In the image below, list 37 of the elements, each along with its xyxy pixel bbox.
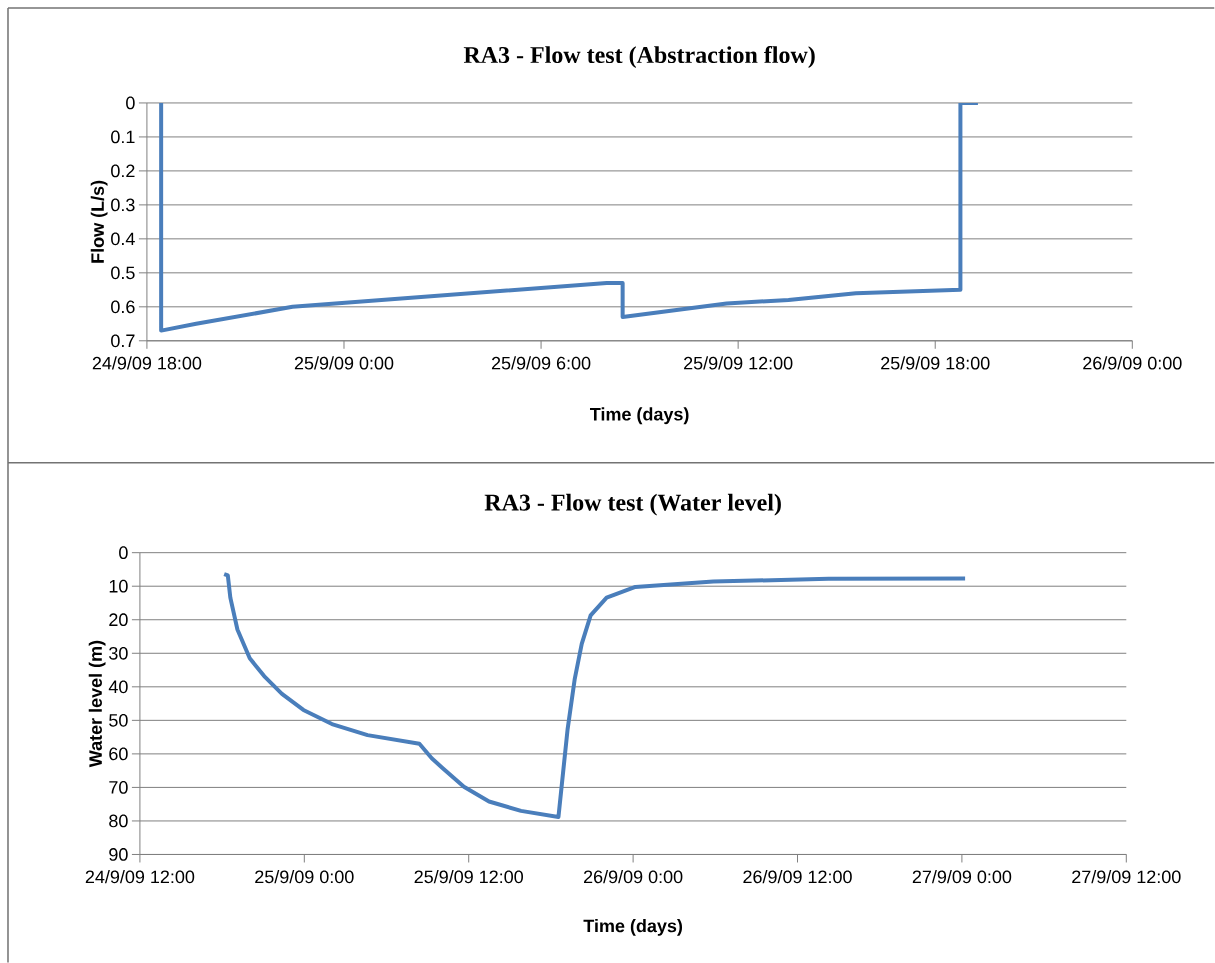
y-tick-label: 0: [126, 96, 135, 110]
chart-title: RA3 - Flow test (Water level): [484, 493, 781, 516]
x-tick-label: 24/9/09 18:00: [92, 356, 202, 370]
y-tick-label: 30: [109, 646, 128, 660]
y-tick-label: 0.6: [111, 300, 135, 314]
y-tick-label: 20: [109, 613, 128, 627]
y-tick-label: 0.5: [111, 266, 135, 280]
x-tick-label: 25/9/09 0:00: [255, 870, 354, 884]
chart-title: RA3 - Flow test (Abstraction flow): [463, 45, 815, 68]
y-tick-label: 70: [109, 781, 128, 794]
y-tick-label: 50: [109, 713, 128, 727]
x-tick-label: 25/9/09 0:00: [294, 356, 394, 370]
x-tick-label: 26/9/09 12:00: [743, 870, 852, 884]
y-tick-label: 0.4: [111, 232, 135, 246]
y-tick-label: 0.3: [111, 198, 135, 212]
y-tick-label: 90: [109, 848, 128, 861]
y-tick-label: 0.2: [111, 164, 135, 178]
x-tick-label: 27/9/09 12:00: [1072, 870, 1181, 884]
x-tick-label: 25/9/09 18:00: [881, 356, 990, 370]
y-tick-label: 60: [109, 747, 128, 761]
x-tick-label: 26/9/09 0:00: [1083, 356, 1182, 370]
x-tick-label: 25/9/09 6:00: [491, 356, 591, 370]
x-tick-label: 25/9/09 12:00: [414, 870, 524, 884]
x-tick-label: 27/9/09 0:00: [912, 870, 1012, 884]
x-axis-title: Time (days): [583, 919, 683, 936]
y-tick-label: 40: [108, 680, 128, 694]
x-tick-label: 26/9/09 0:00: [584, 870, 683, 884]
y-tick-label: 0.1: [111, 130, 135, 144]
y-tick-label: 10: [109, 579, 128, 593]
x-tick-label: 24/9/09 12:00: [85, 870, 195, 884]
y-tick-label: 0: [119, 546, 128, 560]
y-tick-label: 80: [109, 814, 128, 828]
x-tick-label: 25/9/09 12:00: [684, 356, 793, 370]
y-axis-title: Water level (m): [88, 640, 106, 768]
y-tick-label: 0.7: [111, 334, 135, 348]
x-axis-title: Time (days): [589, 407, 689, 425]
y-axis-title: Flow (L/s): [90, 180, 108, 263]
